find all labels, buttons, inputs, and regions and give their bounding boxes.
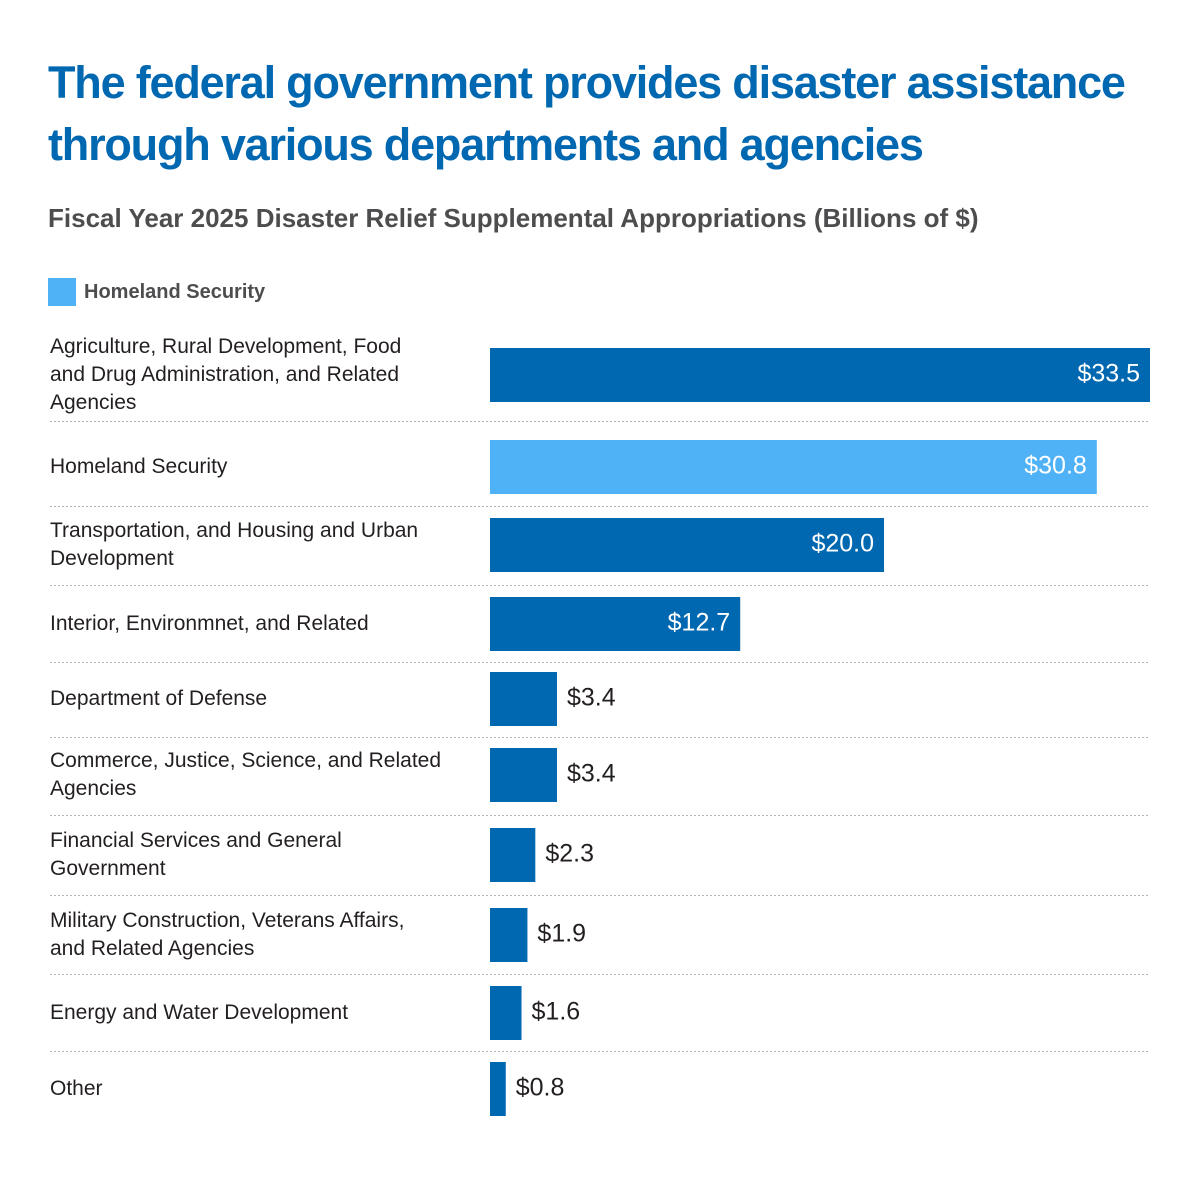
legend-label: Homeland Security [84,280,266,303]
value-label: $3.4 [567,760,616,788]
chart-subtitle: Fiscal Year 2025 Disaster Relief Supplem… [48,203,979,233]
legend: Homeland Security [48,278,265,306]
category-label-line: Military Construction, Veterans Affairs, [50,909,404,932]
category-label-line: and Drug Administration, and Related [50,363,399,386]
legend-swatch [48,278,76,306]
category-label: Homeland Security [50,455,228,478]
value-label: $12.7 [668,609,731,637]
category-label-line: Agencies [50,777,136,800]
category-label-line: and Related Agencies [50,937,254,960]
bar [490,518,885,572]
category-label: Interior, Environmnet, and Related [50,612,369,635]
category-label: Department of Defense [50,687,267,710]
category-label-line: Agriculture, Rural Development, Food [50,335,401,358]
category-label: Military Construction, Veterans Affairs,… [50,909,404,960]
bar [490,908,528,962]
bar [490,748,557,802]
category-label-line: Other [50,1077,103,1100]
value-label: $1.6 [532,998,581,1026]
bar [490,597,741,651]
bar [490,1062,506,1116]
category-label: Commerce, Justice, Science, and Related A… [50,749,441,800]
category-label-line: Homeland Security [50,455,228,478]
bar [490,828,536,882]
bar [490,348,1150,402]
category-label: Agriculture, Rural Development, Food and … [50,335,401,414]
category-label-line: Department of Defense [50,687,267,710]
value-label: $33.5 [1077,360,1140,388]
chart-title: The federal government provides disaster… [48,57,1126,170]
category-label-line: Interior, Environmnet, and Related [50,612,369,635]
value-label: $1.9 [537,920,586,948]
category-label-line: Financial Services and General [50,829,342,852]
value-label: $0.8 [516,1074,565,1102]
bar [490,440,1097,494]
value-label: $3.4 [567,684,616,712]
bar [490,672,557,726]
category-label: Financial Services and General Government [50,829,342,880]
category-label-line: Development [50,547,174,570]
bar [490,986,522,1040]
category-label-line: Agencies [50,391,136,414]
value-label: $30.8 [1024,452,1087,480]
category-label-line: Government [50,857,166,880]
category-label: Transportation, and Housing and Urban Dev… [50,519,418,570]
category-label-line: Transportation, and Housing and Urban [50,519,418,542]
value-label: $20.0 [811,530,874,558]
category-label: Energy and Water Development [50,1001,348,1024]
category-label-line: Commerce, Justice, Science, and Related [50,749,441,772]
category-label-line: Energy and Water Development [50,1001,348,1024]
value-label: $2.3 [545,840,594,868]
category-label: Other [50,1077,103,1100]
